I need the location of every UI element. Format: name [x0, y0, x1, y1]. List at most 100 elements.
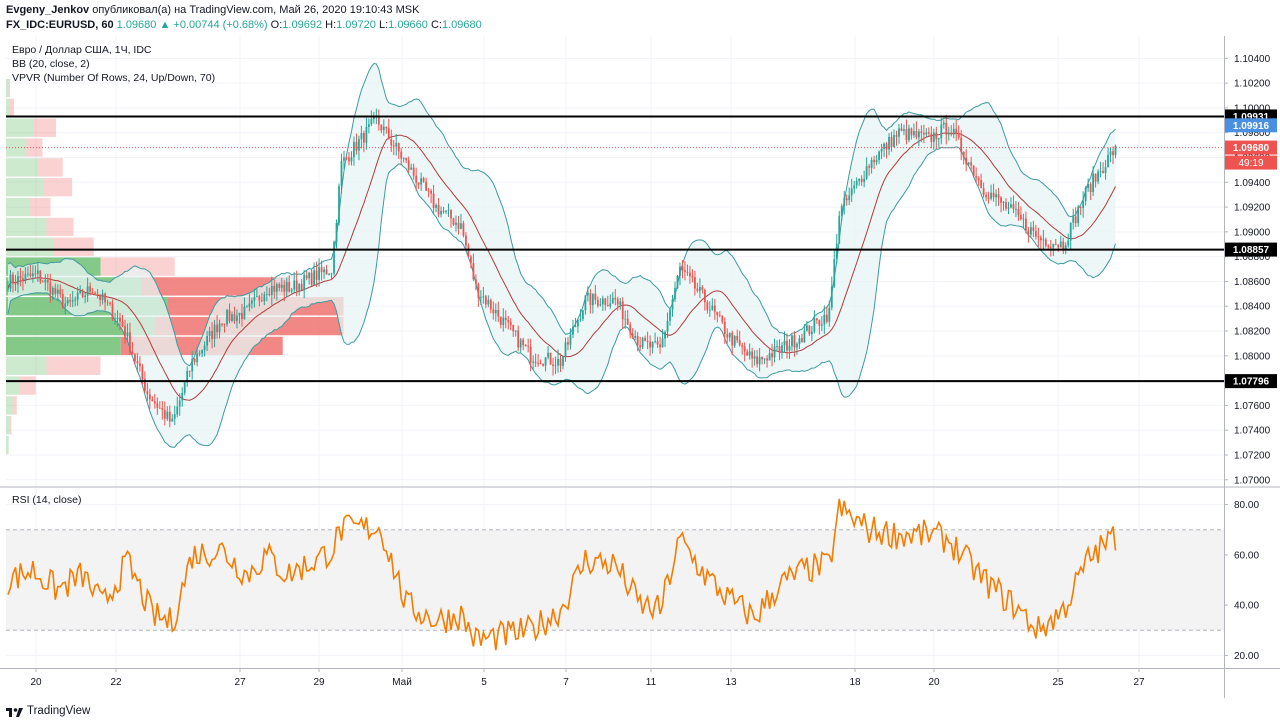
volume-profile-down-bar	[10, 98, 15, 118]
candle-body	[253, 297, 256, 301]
candle-body	[713, 305, 716, 312]
candle-body	[111, 303, 114, 320]
candle-body	[121, 321, 124, 327]
candle-body	[350, 157, 353, 162]
candle-body	[71, 300, 74, 302]
price-axis-label: 1.09200	[1234, 203, 1271, 214]
candle-body	[238, 312, 241, 316]
candle-body	[46, 279, 49, 283]
footer: TradingView	[0, 700, 1280, 726]
legend-rsi[interactable]: RSI (14, close)	[12, 494, 82, 506]
candle-body	[390, 139, 393, 146]
bollinger-fill	[8, 63, 1116, 448]
candle-body	[982, 188, 985, 196]
high-value: 1.09720	[336, 19, 376, 31]
candle-body	[1114, 145, 1117, 156]
candle-body	[99, 294, 101, 301]
candle-body	[980, 179, 983, 189]
candle-body	[460, 223, 462, 229]
candle-body	[1094, 173, 1097, 182]
countdown-label: 49:19	[1238, 158, 1263, 169]
candle-body	[1044, 239, 1047, 246]
candle-body	[1087, 184, 1090, 188]
candle-body	[863, 178, 866, 183]
candle-body	[54, 288, 57, 294]
candle-body	[950, 132, 953, 135]
symbol-name[interactable]: FX_IDC:EURUSD, 60	[6, 19, 114, 31]
candle-body	[838, 215, 841, 244]
candle-body	[659, 344, 661, 348]
candle-body	[601, 298, 604, 305]
candle-body	[1084, 187, 1087, 202]
candle-body	[474, 279, 477, 284]
candle-body	[793, 335, 796, 348]
candle-body	[265, 293, 268, 295]
candle-body	[19, 275, 22, 279]
legend-bb[interactable]: BB (20, close, 2)	[12, 58, 90, 70]
horizontal-levels[interactable]	[6, 115, 1224, 383]
candle-body	[223, 323, 226, 325]
candle-body	[163, 409, 166, 419]
candle-body	[203, 345, 206, 351]
candle-body	[402, 158, 405, 159]
candle-body	[669, 309, 671, 321]
candle-body	[823, 314, 826, 325]
candle-body	[1097, 171, 1099, 182]
candle-body	[148, 394, 151, 400]
candle-body	[616, 299, 619, 305]
candle-body	[1082, 201, 1085, 208]
volume-profile-down-bar	[8, 78, 11, 98]
rsi-axis-label: 20.00	[1234, 651, 1259, 662]
candle-body	[109, 302, 111, 304]
candle-body	[1104, 167, 1107, 174]
candle-body	[748, 351, 751, 356]
volume-profile-up-bar	[6, 118, 33, 137]
candle-body	[64, 303, 67, 307]
candle-body	[768, 353, 771, 361]
candle-body	[708, 309, 711, 311]
candle-body	[407, 160, 410, 170]
candle-body	[435, 204, 437, 208]
candle-body	[542, 364, 544, 366]
legend-symbol-title[interactable]: Евро / Доллар США, 1Ч, IDC	[12, 44, 152, 56]
candle-body	[890, 136, 893, 148]
time-axis-label: 7	[563, 677, 569, 688]
candle-body	[360, 133, 363, 140]
candle-body	[1017, 208, 1020, 216]
candle-body	[840, 205, 843, 216]
candle-body	[992, 192, 995, 198]
volume-profile-up-bar	[6, 336, 121, 356]
candle-body	[865, 166, 868, 179]
candle-body	[173, 414, 176, 419]
volume-profile-down-bar	[26, 138, 43, 157]
author-name[interactable]: Evgeny_Jenkov	[6, 4, 90, 16]
candle-body	[427, 190, 430, 192]
candle-body	[1025, 218, 1027, 231]
candle-body	[796, 343, 798, 348]
volume-profile-down-bar	[43, 178, 73, 197]
volume-profile-up-bar	[6, 217, 47, 237]
candle-body	[1112, 151, 1114, 156]
candle-body	[995, 194, 997, 198]
time-axis-label: Май	[392, 677, 412, 688]
candle-body	[930, 133, 933, 142]
candle-body	[738, 340, 741, 346]
candle-body	[114, 318, 116, 320]
candle-body	[833, 259, 836, 287]
candle-body	[903, 129, 905, 131]
candle-body	[17, 275, 19, 285]
candle-body	[273, 285, 276, 292]
candle-body	[910, 128, 913, 136]
chart-area[interactable]: 1.104001.102001.100001.098001.096001.094…	[0, 36, 1280, 700]
candlesticks	[7, 108, 1117, 428]
candle-body	[59, 289, 62, 294]
candle-body	[310, 272, 313, 285]
candle-body	[997, 194, 1000, 198]
candle-body	[761, 356, 764, 360]
candle-body	[945, 122, 948, 135]
candle-body	[646, 340, 649, 342]
legend-vpvr[interactable]: VPVR (Number Of Rows, 24, Up/Down, 70)	[12, 72, 216, 84]
candle-body	[599, 304, 602, 306]
candle-body	[574, 326, 577, 328]
candle-body	[596, 299, 599, 306]
